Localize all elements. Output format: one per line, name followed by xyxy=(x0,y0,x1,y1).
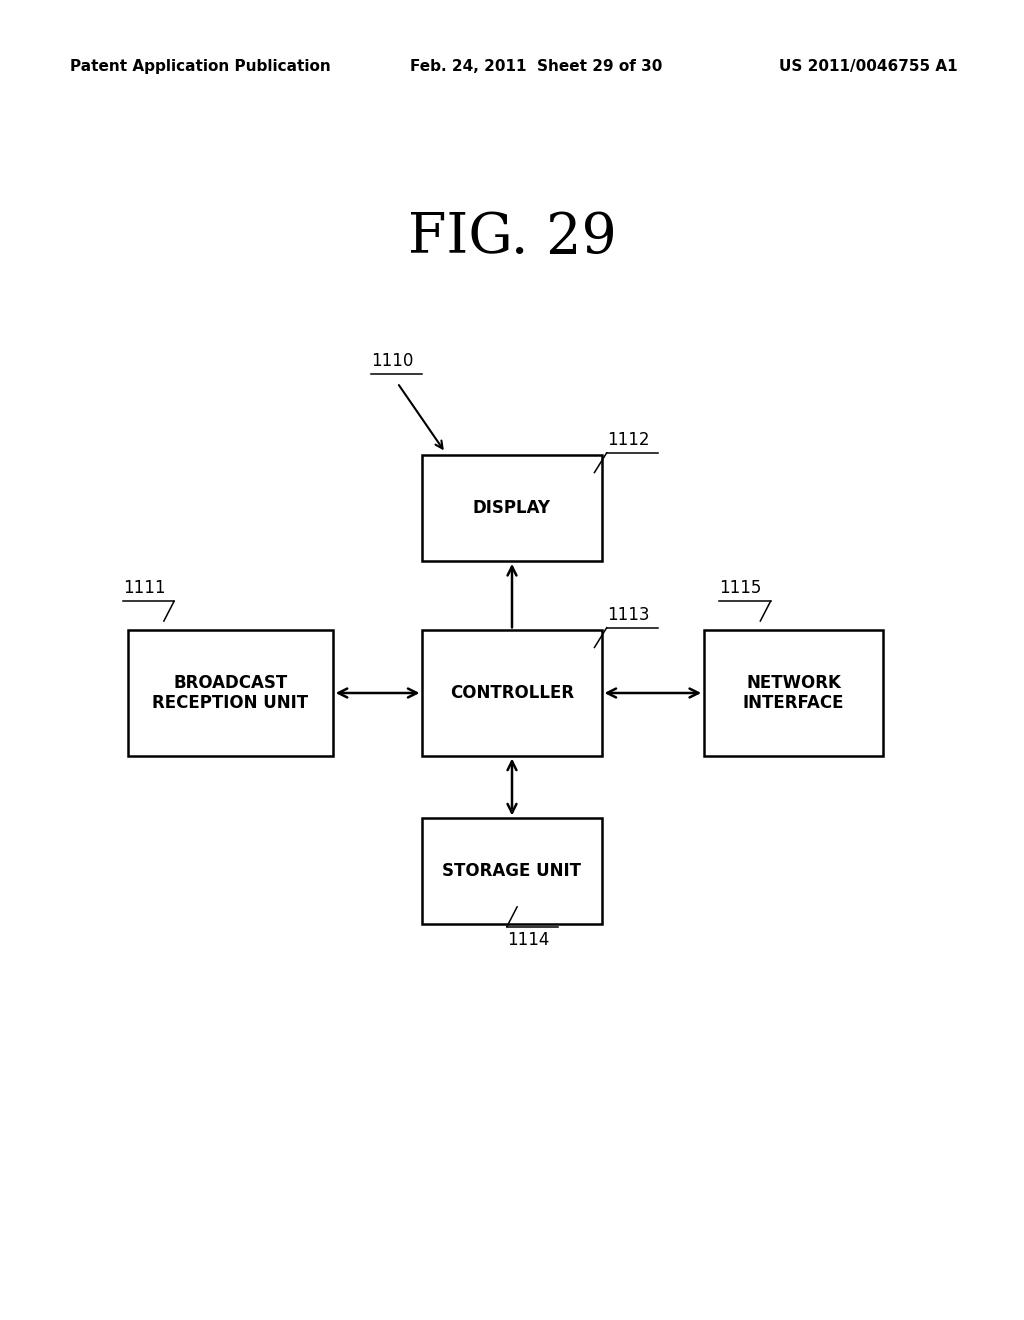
Text: BROADCAST
RECEPTION UNIT: BROADCAST RECEPTION UNIT xyxy=(153,673,308,713)
Text: FIG. 29: FIG. 29 xyxy=(408,210,616,265)
Bar xyxy=(128,631,333,755)
Bar xyxy=(422,631,601,755)
Text: 1111: 1111 xyxy=(123,579,166,597)
Text: CONTROLLER: CONTROLLER xyxy=(450,684,574,702)
Text: NETWORK
INTERFACE: NETWORK INTERFACE xyxy=(742,673,845,713)
Bar xyxy=(705,631,883,755)
Text: 1113: 1113 xyxy=(606,606,649,624)
Bar xyxy=(422,455,601,561)
Text: 1112: 1112 xyxy=(606,430,649,449)
Text: DISPLAY: DISPLAY xyxy=(473,499,551,517)
Text: Patent Application Publication: Patent Application Publication xyxy=(70,59,331,74)
Text: 1110: 1110 xyxy=(371,351,413,370)
Text: Feb. 24, 2011  Sheet 29 of 30: Feb. 24, 2011 Sheet 29 of 30 xyxy=(410,59,662,74)
Text: STORAGE UNIT: STORAGE UNIT xyxy=(442,862,582,880)
Bar xyxy=(422,818,601,924)
Text: US 2011/0046755 A1: US 2011/0046755 A1 xyxy=(779,59,957,74)
Text: 1114: 1114 xyxy=(507,931,549,949)
Text: 1115: 1115 xyxy=(719,579,762,597)
